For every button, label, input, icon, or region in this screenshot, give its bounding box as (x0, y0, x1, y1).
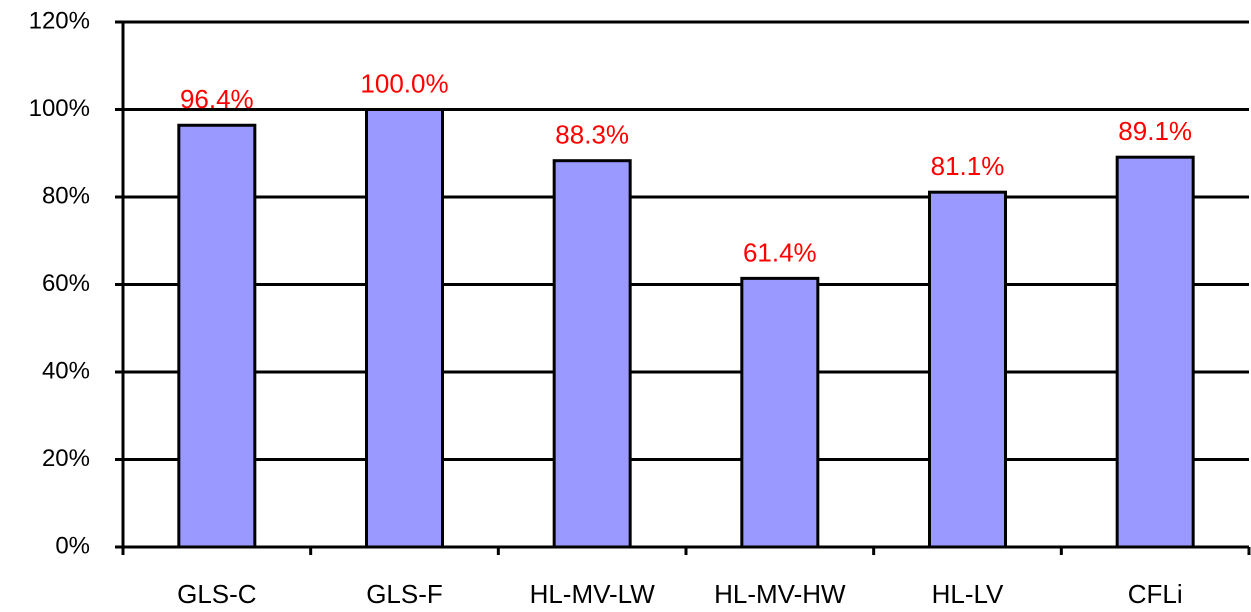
y-tick-label: 0% (55, 532, 90, 559)
y-tick-label: 20% (42, 445, 90, 472)
x-tick-label: CFLi (1128, 579, 1183, 609)
x-tick-label: HL-MV-HW (714, 579, 846, 609)
bar (1115, 155, 1195, 549)
bar (177, 123, 257, 549)
y-tick-label: 80% (42, 182, 90, 209)
bar (365, 108, 444, 549)
x-tick-label: GLS-F (366, 579, 443, 609)
value-label: 88.3% (555, 120, 629, 150)
y-tick-label: 60% (42, 270, 90, 297)
value-label: 96.4% (180, 84, 254, 114)
bar (740, 276, 820, 549)
value-label: 100.0% (360, 68, 448, 98)
value-label: 61.4% (743, 237, 817, 267)
x-tick-label: HL-MV-LW (530, 579, 656, 609)
value-label: 89.1% (1118, 116, 1192, 146)
y-tick-label: 100% (29, 95, 90, 122)
bar (928, 190, 1007, 549)
x-tick-label: GLS-C (177, 579, 256, 609)
bar (552, 159, 632, 549)
value-label: 81.1% (931, 151, 1005, 181)
y-tick-label: 40% (42, 357, 90, 384)
x-tick-label: HL-LV (932, 579, 1004, 609)
y-tick-label: 120% (29, 7, 90, 34)
